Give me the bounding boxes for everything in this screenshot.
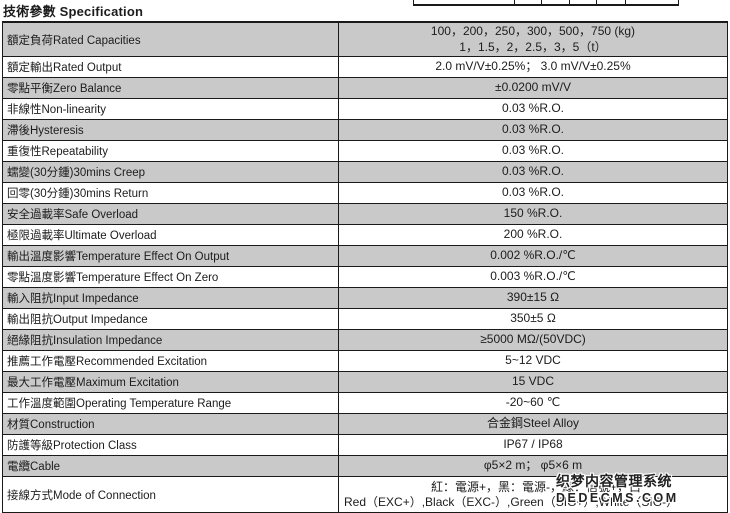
row-value: 0.03 %R.O. [501, 164, 565, 179]
row-label: 工作溫度範圍Operating Temperature Range [3, 393, 339, 413]
row-label: 輸入阻抗Input Impedance [3, 288, 339, 308]
table-grid-line [678, 0, 679, 4]
row-value: -20~60 ℃ [505, 395, 561, 410]
row-value: 390±15 Ω [506, 290, 560, 305]
row-value: 350±5 Ω [510, 311, 556, 326]
row-label: 接線方式Mode of Connection [3, 477, 339, 512]
table-row: 零點平衡Zero Balance ±0.0200 mV/V [3, 78, 727, 99]
row-value: 150 %R.O. [503, 206, 563, 221]
row-value: φ5×2 m； φ5×6 m [483, 458, 583, 473]
row-label: 推薦工作電壓Recommended Excitation [3, 351, 339, 371]
row-label: 額定輸出Rated Output [3, 57, 339, 77]
row-label: 零點溫度影響Temperature Effect On Zero [3, 267, 339, 287]
row-value: 2.0 mV/V±0.25%； 3.0 mV/V±0.25% [435, 59, 631, 74]
row-label: 電纜Cable [3, 456, 339, 476]
specification-table: 額定負荷Rated Capacities 100，200，250，300，500… [2, 21, 728, 513]
table-grid-line [596, 0, 597, 4]
table-row: 安全過載率Safe Overload 150 %R.O. [3, 204, 727, 225]
row-label: 安全過載率Safe Overload [3, 204, 339, 224]
connection-wiring-cn: 紅：電源+，黑：電源-，綠：信號+，白 [431, 479, 642, 494]
row-value: 15 VDC [511, 374, 555, 389]
row-label: 滯後Hysteresis [3, 120, 339, 140]
table-row: 零點溫度影響Temperature Effect On Zero 0.003 %… [3, 267, 727, 288]
row-value: 0.03 %R.O. [501, 122, 565, 137]
row-label: 零點平衡Zero Balance [3, 78, 339, 98]
table-row: 額定負荷Rated Capacities 100，200，250，300，500… [3, 23, 727, 57]
row-label: 極限過載率Ultimate Overload [3, 225, 339, 245]
row-label: 最大工作電壓Maximum Excitation [3, 372, 339, 392]
row-value: 0.03 %R.O. [501, 185, 565, 200]
row-value: 5~12 VDC [505, 353, 561, 368]
row-value: ≥5000 MΩ/(50VDC) [480, 332, 586, 347]
row-label: 重復性Repeatability [3, 141, 339, 161]
row-label: 非線性Non-linearity [3, 99, 339, 119]
table-row: 滯後Hysteresis 0.03 %R.O. [3, 120, 727, 141]
table-row: 重復性Repeatability 0.03 %R.O. [3, 141, 727, 162]
row-label: 防護等級Protection Class [3, 435, 339, 455]
table-row: 最大工作電壓Maximum Excitation 15 VDC [3, 372, 727, 393]
row-label: 輸出阻抗Output Impedance [3, 309, 339, 329]
table-row: 額定輸出Rated Output 2.0 mV/V±0.25%； 3.0 mV/… [3, 57, 727, 78]
table-row: 推薦工作電壓Recommended Excitation 5~12 VDC [3, 351, 727, 372]
table-row: 工作溫度範圍Operating Temperature Range -20~60… [3, 393, 727, 414]
row-label: 輸出溫度影響Temperature Effect On Output [3, 246, 339, 266]
table-row: 輸入阻抗Input Impedance 390±15 Ω [3, 288, 727, 309]
row-value: IP67 / IP68 [503, 437, 563, 452]
table-grid-line [569, 0, 570, 4]
table-row: 蠕變(30分鍾)30mins Creep 0.03 %R.O. [3, 162, 727, 183]
table-row: 非線性Non-linearity 0.03 %R.O. [3, 99, 727, 120]
connection-wiring-en: Red（EXC+）,Black（EXC-）,Green（SIG+）,White（… [344, 494, 679, 509]
table-grid-line [625, 0, 626, 4]
table-row: 接線方式Mode of Connection 紅：電源+，黑：電源-，綠：信號+… [3, 477, 727, 512]
row-value: ±0.0200 mV/V [495, 80, 571, 95]
row-value: 0.003 %R.O./℃ [490, 269, 576, 284]
row-label: 回零(30分鍾)30mins Return [3, 183, 339, 203]
table-grid-line [541, 0, 542, 4]
table-row: 回零(30分鍾)30mins Return 0.03 %R.O. [3, 183, 727, 204]
row-label: 材質Construction [3, 414, 339, 434]
row-value: 100，200，250，300，500，750 (kg) 1，1.5，2，2.5… [430, 23, 636, 54]
table-row: 絕緣阻抗Insulation Impedance ≥5000 MΩ/(50VDC… [3, 330, 727, 351]
table-row: 輸出阻抗Output Impedance 350±5 Ω [3, 309, 727, 330]
table-row: 防護等級Protection Class IP67 / IP68 [3, 435, 727, 456]
row-value: 0.03 %R.O. [501, 143, 565, 158]
row-value: 0.03 %R.O. [501, 101, 565, 116]
page-title: 技術參數 Specification [3, 4, 144, 19]
table-grid-line [514, 0, 515, 4]
table-row: 材質Construction 合金鋼Steel Alloy [3, 414, 727, 435]
table-row: 輸出溫度影響Temperature Effect On Output 0.002… [3, 246, 727, 267]
row-label: 蠕變(30分鍾)30mins Creep [3, 162, 339, 182]
row-value: 紅：電源+，黑：電源-，綠：信號+，白 Red（EXC+）,Black（EXC-… [339, 477, 727, 512]
cropped-table-bottom-edge [413, 0, 679, 6]
table-row: 極限過載率Ultimate Overload 200 %R.O. [3, 225, 727, 246]
row-label: 絕緣阻抗Insulation Impedance [3, 330, 339, 350]
table-row: 電纜Cable φ5×2 m； φ5×6 m [3, 456, 727, 477]
row-value: 0.002 %R.O./℃ [490, 248, 576, 263]
row-value: 合金鋼Steel Alloy [486, 416, 580, 431]
row-label: 額定負荷Rated Capacities [3, 23, 339, 56]
row-value: 200 %R.O. [503, 227, 563, 242]
table-grid-line [413, 0, 414, 4]
